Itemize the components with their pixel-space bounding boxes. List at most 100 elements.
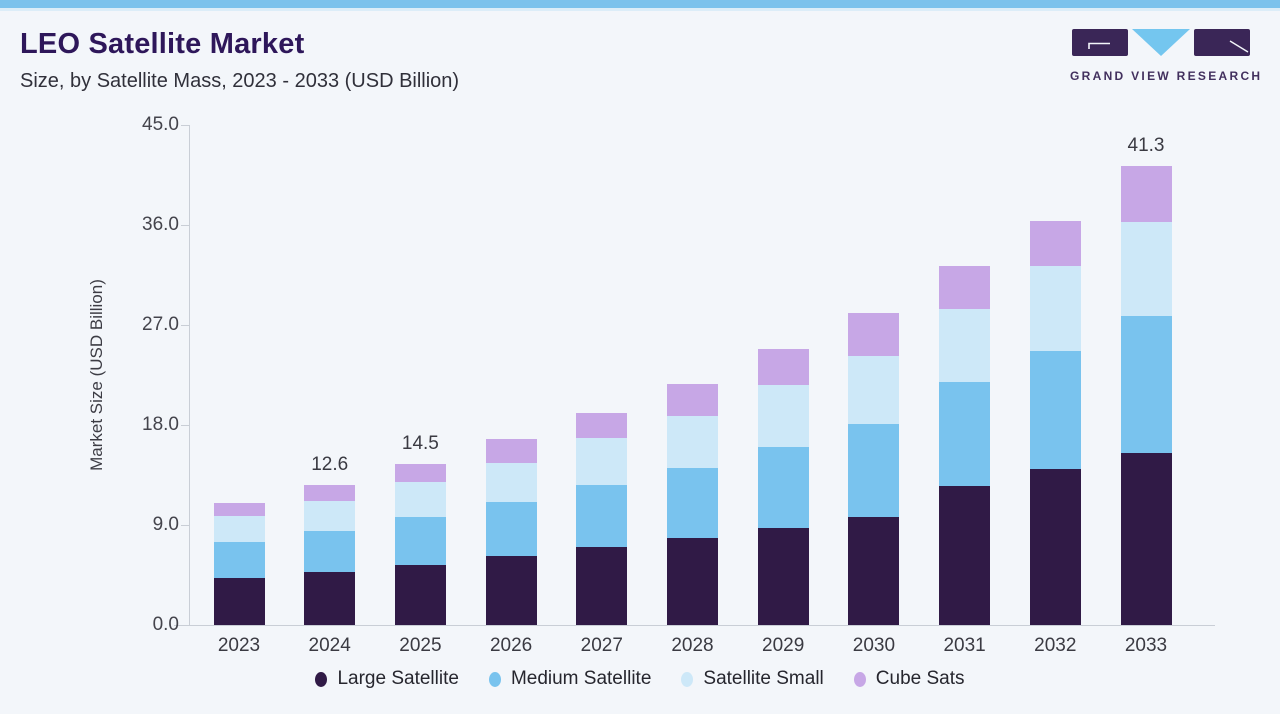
y-tick-label: 27.0	[142, 314, 179, 335]
bar-segment-large-satellite	[394, 565, 446, 625]
bar-segment-medium-satellite	[1120, 316, 1172, 453]
bar-segment-large-satellite	[304, 571, 356, 625]
bar-segment-large-satellite	[213, 578, 265, 625]
bar-segment-satellite-small	[1029, 266, 1081, 351]
legend-item-large-satellite: Large Satellite	[315, 668, 459, 690]
bar-segment-satellite-small	[213, 516, 265, 542]
bar-segment-medium-satellite	[667, 468, 718, 539]
bar-segment-satellite-small	[1120, 221, 1172, 317]
bar-segment-cube-sats	[576, 412, 628, 439]
bar-segment-satellite-small	[304, 500, 356, 531]
legend-item-satellite-small: Satellite Small	[681, 668, 824, 690]
bar-total-label-2033: 41.3	[1127, 135, 1165, 157]
plot-area: 45.0 36.0 27.0 18.0 9.0 0.0 2023 2024 12.6 2025 14…	[142, 115, 1215, 656]
bar-segment-satellite-small	[576, 438, 628, 486]
bar-segment-satellite-small	[939, 309, 991, 382]
logo-v-triangle	[1132, 29, 1190, 56]
top-accent-bar	[0, 0, 1280, 8]
y-tick-label: 9.0	[152, 514, 179, 535]
bar-2027	[576, 412, 628, 625]
bar-segment-large-satellite	[667, 538, 718, 625]
top-accent-bar-secondary	[0, 8, 1280, 11]
logo-text: GRAND VIEW RESEARCH	[1070, 69, 1263, 83]
bar-segment-cube-sats	[848, 312, 900, 357]
legend-item-cube-sats: Cube Sats	[853, 668, 965, 690]
x-axis-label-2027: 2027	[580, 635, 623, 656]
bar-total-label-2024: 12.6	[311, 454, 349, 475]
y-axis-title: Market Size (USD Billion)	[87, 279, 106, 471]
bar-segment-cube-sats	[1029, 220, 1081, 267]
legend-dot-medium-satellite	[488, 671, 501, 687]
chart-legend: Large Satellite Medium Satellite Satellite…	[0, 668, 1280, 690]
grand-view-research-logo: GRAND VIEW RESEARCH	[1070, 28, 1263, 83]
bar-segment-large-satellite	[757, 528, 809, 625]
x-axis-label-2031: 2031	[943, 635, 986, 656]
bar-segment-medium-satellite	[213, 541, 265, 579]
bar-segment-satellite-small	[485, 462, 537, 502]
y-tick-mark	[181, 425, 189, 426]
bar-segment-satellite-small	[667, 416, 718, 469]
bar-segment-large-satellite	[485, 556, 537, 625]
logo-r-block	[1194, 29, 1250, 56]
bar-2032	[1029, 220, 1081, 625]
bar-2031	[939, 266, 991, 625]
bar-segment-satellite-small	[757, 385, 809, 448]
logo-g-block	[1072, 29, 1128, 56]
legend-label: Large Satellite	[337, 668, 459, 689]
bar-segment-large-satellite	[848, 517, 900, 625]
bar-segment-cube-sats	[304, 485, 356, 501]
bar-segment-large-satellite	[1120, 452, 1172, 625]
bar-2024	[304, 485, 356, 625]
bar-segment-medium-satellite	[757, 447, 809, 529]
page-subtitle: Size, by Satellite Mass, 2023 - 2033 (US…	[20, 70, 460, 92]
x-axis-label-2026: 2026	[489, 635, 533, 656]
y-tick-label: 0.0	[152, 614, 179, 635]
bar-2029	[757, 349, 809, 625]
bar-segment-medium-satellite	[848, 423, 900, 518]
x-axis-label-2030: 2030	[852, 635, 896, 656]
bar-2028	[667, 383, 718, 625]
bar-segment-large-satellite	[576, 547, 628, 625]
bar-segment-medium-satellite	[304, 530, 356, 572]
legend-dot-satellite-small	[681, 671, 694, 687]
x-axis-label-2023: 2023	[217, 635, 261, 656]
legend-dot-cube-sats	[853, 671, 866, 687]
page-title: LEO Satellite Market	[20, 28, 305, 60]
chart-header: LEO Satellite Market Size, by Satellite …	[20, 28, 459, 93]
legend-dot-large-satellite	[315, 671, 328, 687]
bar-segment-cube-sats	[667, 383, 718, 417]
logo-g-glyph	[1088, 42, 1110, 49]
x-axis-label-2028: 2028	[671, 635, 714, 656]
legend-item-medium-satellite: Medium Satellite	[488, 668, 652, 690]
y-tick-mark	[181, 225, 189, 226]
bar-segment-medium-satellite	[394, 517, 446, 565]
gvr-logo-mark	[1072, 29, 1250, 56]
bar-2026	[485, 439, 537, 625]
bar-segment-large-satellite	[1029, 469, 1081, 625]
y-tick-mark	[181, 325, 189, 326]
bar-segment-medium-satellite	[1029, 350, 1081, 470]
bar-segment-cube-sats	[394, 463, 446, 482]
bar-segment-cube-sats	[939, 266, 991, 310]
y-tick-mark	[181, 125, 189, 126]
x-axis-line	[174, 625, 1215, 626]
x-axis-label-2029: 2029	[762, 635, 805, 656]
bar-2033	[1120, 166, 1172, 625]
legend-label: Cube Sats	[875, 668, 965, 689]
bar-2025	[394, 463, 446, 625]
bar-segment-large-satellite	[939, 486, 991, 625]
y-tick-label: 18.0	[142, 414, 179, 435]
y-tick-label: 36.0	[142, 214, 179, 235]
y-tick-label: 45.0	[142, 114, 179, 135]
legend-label: Medium Satellite	[510, 668, 652, 689]
bar-segment-medium-satellite	[576, 485, 628, 548]
bar-2030	[848, 312, 900, 625]
bar-total-label-2025: 14.5	[401, 432, 439, 454]
bar-segment-cube-sats	[1120, 166, 1172, 222]
y-axis-line	[189, 125, 190, 625]
logo-r-glyph	[1229, 40, 1249, 53]
bar-segment-satellite-small	[848, 356, 900, 424]
x-axis-label-2024: 2024	[308, 635, 351, 656]
x-axis-label-2032: 2032	[1034, 635, 1077, 656]
x-axis-label-2033: 2033	[1124, 635, 1168, 656]
